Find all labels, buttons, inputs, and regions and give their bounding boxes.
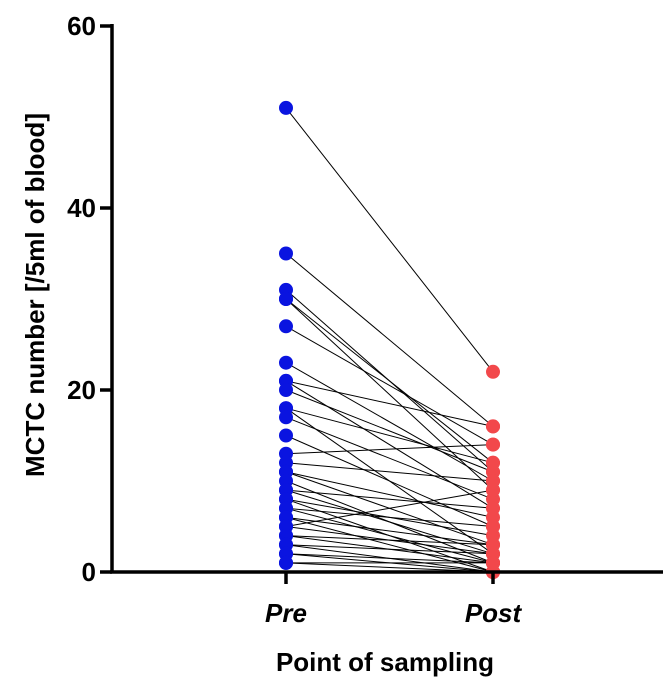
y-axis-title: MCTC number [/5ml of blood] [20,113,50,477]
pair-line [285,380,494,427]
pair-line [285,107,494,373]
pre-point [279,292,293,306]
pair-line [285,435,494,527]
post-point [486,555,500,570]
pair-line [285,507,494,564]
pair-lines [285,107,494,573]
pre-point [279,319,293,334]
pair-line [285,389,494,473]
pre-point [279,410,293,425]
post-point [486,455,500,470]
pair-line [285,535,494,546]
pre-point [279,355,293,370]
pair-line [285,298,494,491]
pre-point [279,555,293,570]
pre-point [279,100,293,115]
pre-point [279,383,293,397]
y-tick-label: 60 [67,11,96,41]
post-point [486,437,500,452]
pair-line [285,362,494,482]
pair-line [285,444,494,455]
x-ticks: Pre Post [265,572,523,628]
y-ticks: 0 20 40 60 [67,11,112,587]
y-tick-label: 0 [82,557,96,587]
post-point [486,483,500,498]
x-tick-label: Post [465,598,523,628]
post-point [486,419,500,434]
pair-line [285,380,494,509]
axes [110,24,663,574]
x-axis-title: Point of sampling [276,647,494,677]
y-tick-label: 20 [67,375,96,405]
post-point [486,501,500,516]
post-point [486,364,500,379]
pair-line [285,489,494,509]
pair-line [285,544,494,555]
pair-line [285,471,494,518]
y-tick-label: 40 [67,193,96,223]
pair-line [285,462,494,482]
pair-line [285,253,494,427]
pair-line [285,325,494,446]
pair-line [285,507,494,527]
data-points [279,100,500,579]
pair-line [285,407,494,464]
post-point [486,519,500,534]
pre-point [279,246,293,261]
pair-line [285,416,494,500]
pair-line [285,298,494,464]
pre-point [279,428,293,443]
pair-line [285,516,494,546]
x-tick-label: Pre [265,598,307,628]
pair-line [285,553,494,564]
pair-line [285,489,494,527]
